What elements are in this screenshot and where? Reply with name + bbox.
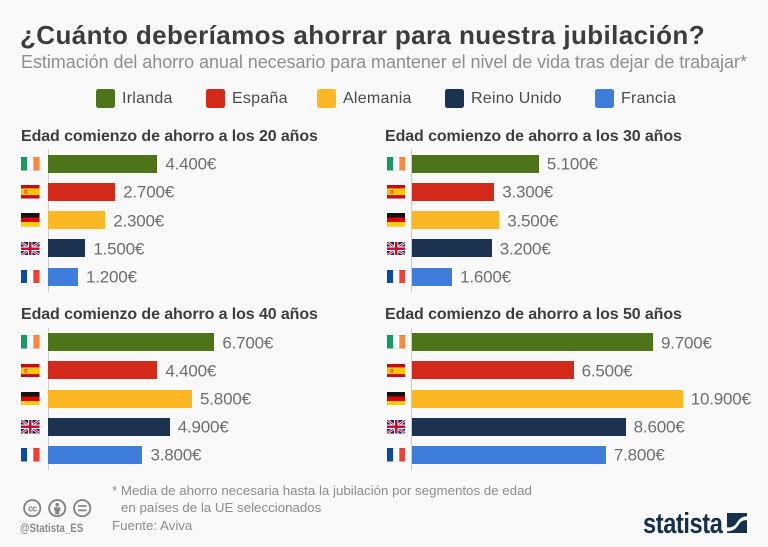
svg-text:cc: cc <box>28 503 37 513</box>
